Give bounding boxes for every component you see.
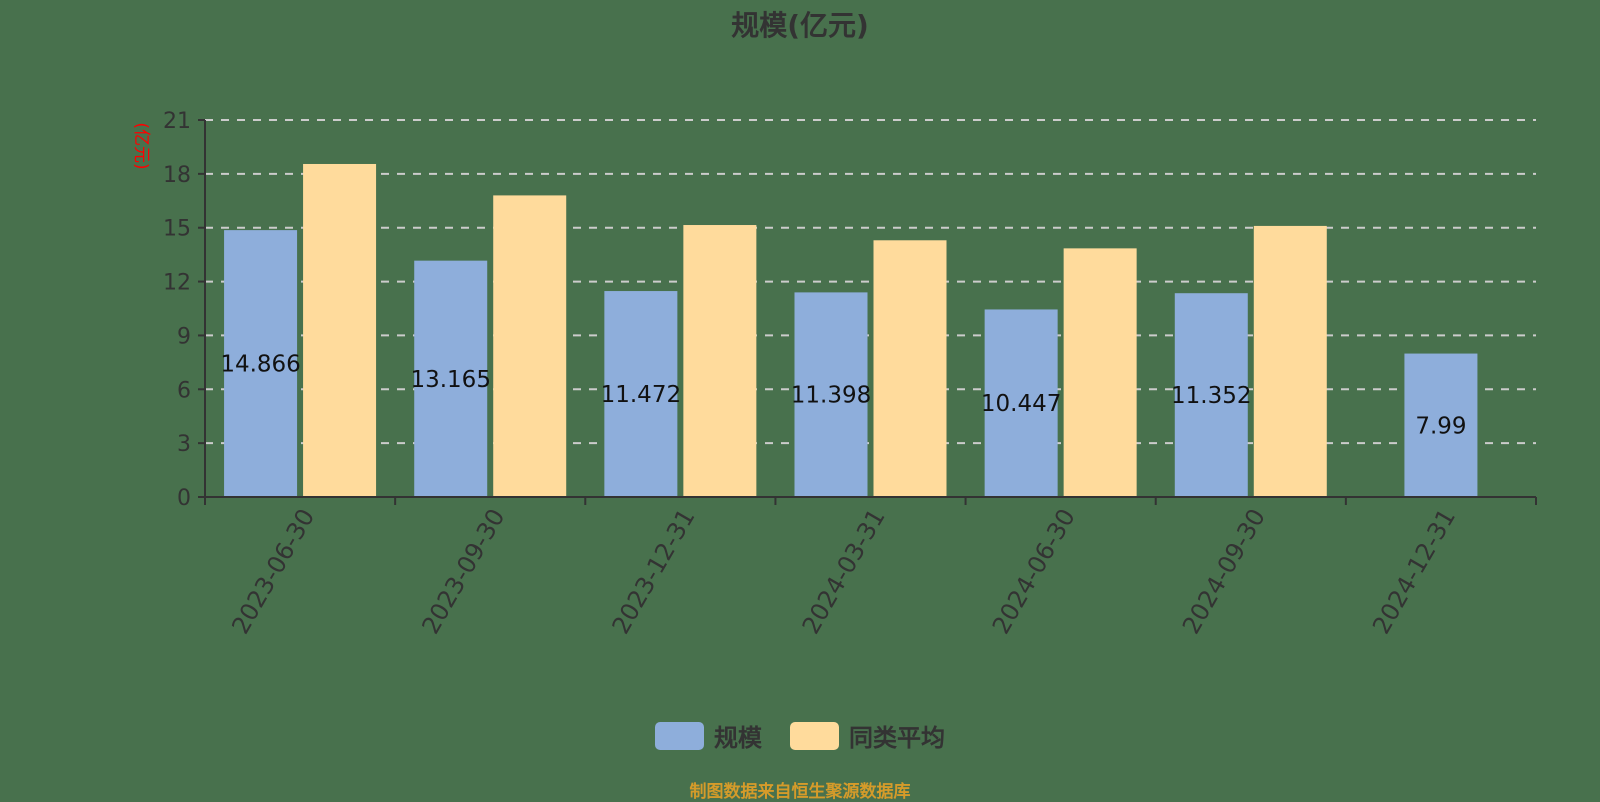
bar-scale[interactable]: [1174, 293, 1248, 497]
bar-scale[interactable]: [414, 260, 488, 497]
y-tick-label: 9: [177, 324, 191, 349]
bar-value-label: 10.447: [981, 391, 1061, 417]
chart-title: 规模(亿元): [731, 9, 869, 42]
legend-item-scale[interactable]: 规模: [655, 718, 762, 753]
bar-peer-average[interactable]: [873, 240, 947, 497]
x-tick-label: 2023-06-30: [226, 504, 320, 639]
bar-scale[interactable]: [984, 309, 1058, 497]
x-tick-label: 2023-09-30: [416, 504, 510, 639]
y-tick-label: 18: [163, 163, 191, 188]
bar-peer-average[interactable]: [1253, 225, 1327, 497]
legend-label: 同类平均: [849, 724, 945, 752]
y-tick-label: 15: [163, 217, 191, 242]
y-tick-label: 12: [163, 271, 191, 296]
bar-value-label: 11.472: [601, 382, 681, 408]
y-tick-label: 3: [177, 432, 191, 457]
bar-value-label: 14.866: [220, 352, 300, 378]
legend-swatch-scale: [655, 721, 704, 750]
y-axis: 0 3 6 9 12 15 18 21: [163, 109, 206, 511]
x-axis: 2023-06-30 2023-09-30 2023-12-31 2024-03-31…: [204, 496, 1537, 639]
y-axis-label: (亿元): [131, 122, 151, 169]
x-tick-label: 2024-03-31: [797, 504, 891, 639]
x-tick-label: 2024-06-30: [987, 504, 1081, 639]
x-tick-label: 2024-09-30: [1177, 504, 1271, 639]
bars: 14.866 13.165 11.472 11.398 10.447 11.352 7.99: [220, 163, 1478, 497]
x-tick-label: 2024-12-31: [1367, 504, 1461, 639]
bar-peer-average[interactable]: [493, 195, 567, 497]
bar-peer-average[interactable]: [303, 163, 377, 497]
legend-item-peer-average[interactable]: 同类平均: [790, 718, 945, 753]
bar-scale[interactable]: [794, 292, 868, 497]
bar-peer-average[interactable]: [1063, 248, 1137, 497]
legend-swatch-peer-average: [790, 721, 839, 750]
bar-scale[interactable]: [224, 230, 298, 497]
x-tick-label: 2023-12-31: [607, 504, 701, 639]
y-tick-label: 0: [177, 486, 191, 511]
y-tick-label: 6: [177, 378, 191, 403]
y-tick-label: 21: [163, 109, 191, 134]
bar-value-label: 11.398: [791, 383, 871, 409]
bar-value-label: 7.99: [1415, 413, 1466, 439]
legend-label: 规模: [714, 724, 762, 752]
source-footnote: 制图数据来自恒生聚源数据库: [689, 782, 911, 802]
bar-peer-average[interactable]: [683, 225, 757, 497]
bar-value-label: 11.352: [1171, 383, 1251, 409]
bar-value-label: 13.165: [410, 367, 490, 393]
bar-scale[interactable]: [604, 291, 678, 497]
bar-scale[interactable]: [1404, 353, 1478, 497]
legend: 规模 同类平均: [0, 718, 1600, 753]
